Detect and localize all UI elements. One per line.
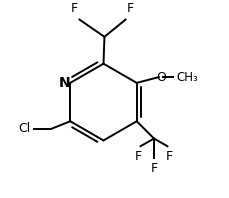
Text: Cl: Cl <box>18 122 30 135</box>
Text: F: F <box>134 150 142 163</box>
Text: F: F <box>71 2 78 15</box>
Text: O: O <box>156 71 166 84</box>
Text: CH₃: CH₃ <box>175 71 197 84</box>
Text: F: F <box>126 2 133 15</box>
Text: F: F <box>150 162 157 175</box>
Text: N: N <box>58 76 70 90</box>
Text: F: F <box>165 150 172 163</box>
